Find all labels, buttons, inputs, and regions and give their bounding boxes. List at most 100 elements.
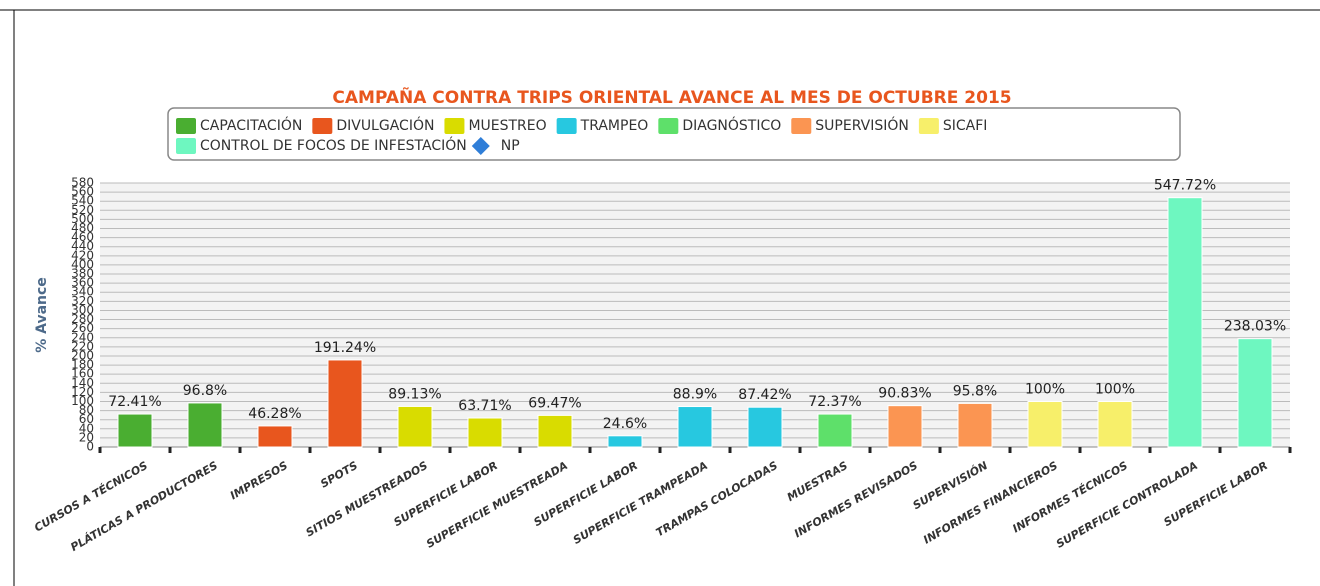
y-tick-label: 280 <box>71 312 94 326</box>
legend-label[interactable]: SICAFI <box>943 118 988 134</box>
data-label: 90.83% <box>878 386 931 402</box>
y-tick-label: 80 <box>79 403 94 417</box>
bar <box>117 413 153 448</box>
x-tick-label: INFORMES REVISADOS <box>792 459 920 540</box>
bar <box>397 405 433 448</box>
legend-item[interactable]: DIAGNÓSTICO <box>658 116 781 134</box>
bar <box>327 359 363 448</box>
chart-title: CAMPAÑA CONTRA TRIPS ORIENTAL AVANCE AL … <box>332 85 1011 108</box>
y-tick-label: 360 <box>71 276 94 290</box>
x-tick-label: SUPERFICIE MUESTREADA <box>424 459 570 551</box>
legend-swatch <box>176 138 196 154</box>
y-tick-label: 40 <box>79 421 94 435</box>
data-label: 96.8% <box>183 383 227 399</box>
legend-swatch <box>444 118 465 134</box>
data-label: 69.47% <box>528 395 581 411</box>
y-tick-label: 440 <box>71 239 94 253</box>
data-label: 547.72% <box>1154 178 1216 194</box>
y-tick-label: 300 <box>71 303 94 317</box>
legend-label[interactable]: NP <box>501 138 520 154</box>
legend-label[interactable]: CAPACITACIÓN <box>200 116 302 134</box>
y-tick-label: 460 <box>71 230 94 244</box>
y-tick-label: 580 <box>71 176 94 190</box>
y-tick-label: 540 <box>71 194 94 208</box>
legend-label[interactable]: TRAMPEO <box>580 118 649 134</box>
legend-swatch <box>471 137 490 155</box>
legend-label[interactable]: MUESTREO <box>468 118 546 134</box>
y-tick-label: 200 <box>71 348 94 362</box>
y-tick-label: 320 <box>71 294 94 308</box>
legend-item[interactable]: CONTROL DE FOCOS DE INFESTACIÓN <box>176 136 467 154</box>
data-label: 191.24% <box>314 340 376 356</box>
legend-item[interactable]: MUESTREO <box>444 118 547 134</box>
data-label: 100% <box>1095 381 1135 397</box>
legend-swatch <box>658 118 679 134</box>
y-tick-label: 220 <box>71 339 94 353</box>
y-tick-label: 180 <box>71 358 94 372</box>
legend-item[interactable]: DIVULGACIÓN <box>312 116 434 134</box>
y-tick-label: 20 <box>79 430 94 444</box>
bar <box>957 402 993 448</box>
data-label: 95.8% <box>953 383 997 399</box>
data-label: 72.41% <box>108 394 161 410</box>
bar <box>1027 400 1063 448</box>
legend-swatch <box>556 118 577 134</box>
bar <box>607 435 643 448</box>
bar <box>257 425 293 448</box>
data-label: 72.37% <box>808 394 861 410</box>
y-axis-label: % Avance <box>34 277 50 353</box>
x-tick-label: TRAMPAS COLOCADAS <box>654 459 780 539</box>
bar <box>677 406 713 448</box>
x-tick-label: SITIOS MUESTREADOS <box>304 459 430 540</box>
legend-item[interactable]: CAPACITACIÓN <box>176 116 302 134</box>
data-label: 88.9% <box>673 387 717 403</box>
legend-item[interactable]: NP <box>471 137 520 155</box>
y-tick-label: 400 <box>71 257 94 271</box>
y-tick-label: 560 <box>71 185 94 199</box>
data-label: 238.03% <box>1224 319 1286 335</box>
y-tick-label: 500 <box>71 212 94 226</box>
y-tick-label: 240 <box>71 330 94 344</box>
legend-swatch <box>176 118 196 134</box>
y-tick-label: 260 <box>71 321 94 335</box>
data-label: 89.13% <box>388 386 441 402</box>
data-label: 63.71% <box>458 398 511 414</box>
y-tick-label: 420 <box>71 248 94 262</box>
y-tick-label: 380 <box>71 267 94 281</box>
x-tick-label: CURSOS A TÉCNICOS <box>32 459 150 535</box>
x-tick-label: SUPERFICIE CONTROLADA <box>1054 459 1200 551</box>
legend-swatch <box>312 118 333 134</box>
legend-item[interactable]: TRAMPEO <box>556 118 649 134</box>
data-label: 46.28% <box>248 406 301 422</box>
x-tick-label: INFORMES TÉCNICOS <box>1010 459 1130 536</box>
data-label: 100% <box>1025 381 1065 397</box>
legend-swatch <box>918 118 939 134</box>
legend-item[interactable]: SICAFI <box>918 118 988 134</box>
y-tick-label: 100 <box>71 394 94 408</box>
legend-label[interactable]: CONTROL DE FOCOS DE INFESTACIÓN <box>200 136 467 154</box>
legend-item[interactable]: SUPERVISIÓN <box>791 116 909 134</box>
bar <box>1097 400 1133 448</box>
bar <box>817 413 853 448</box>
x-tick-label: SUPERFICIE TRAMPEADA <box>571 459 710 547</box>
y-tick-label: 520 <box>71 203 94 217</box>
bar <box>537 414 573 448</box>
bar <box>1167 197 1203 448</box>
y-tick-label: 140 <box>71 376 94 390</box>
y-tick-label: 480 <box>71 221 94 235</box>
y-tick-label: 60 <box>79 412 94 426</box>
data-label: 87.42% <box>738 387 791 403</box>
legend-label[interactable]: SUPERVISIÓN <box>815 116 909 134</box>
bar <box>467 417 503 448</box>
legend-label[interactable]: DIAGNÓSTICO <box>682 116 781 134</box>
plot-background <box>100 183 1290 447</box>
bar <box>887 405 923 448</box>
legend-label[interactable]: DIVULGACIÓN <box>336 116 434 134</box>
y-tick-label: 120 <box>71 385 94 399</box>
x-tick-label: MUESTRAS <box>785 459 850 504</box>
x-tick-label: SPOTS <box>318 459 360 491</box>
y-tick-label: 340 <box>71 285 94 299</box>
x-tick-label: IMPRESOS <box>228 459 290 502</box>
y-tick-label: 0 <box>86 440 94 454</box>
